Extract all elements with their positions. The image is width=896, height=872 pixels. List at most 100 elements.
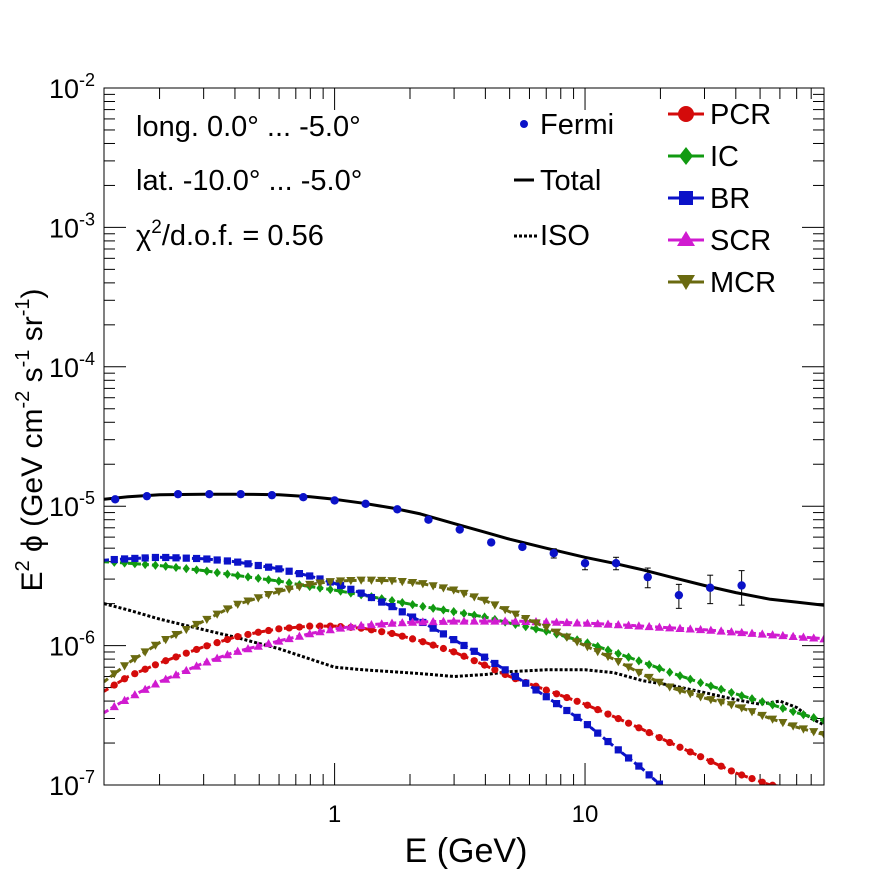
series-pcr-point	[182, 649, 190, 657]
series-scr-point	[263, 638, 274, 648]
series-pcr-point	[223, 635, 232, 644]
series-pcr-point	[450, 648, 458, 656]
series-scr-point	[243, 644, 253, 653]
series-mcr-point	[510, 610, 521, 619]
series-br-point	[635, 762, 643, 770]
series-pcr-point	[234, 632, 242, 641]
series-iso	[104, 602, 824, 727]
series-mcr-point	[119, 662, 130, 671]
series-ic-point	[336, 586, 345, 596]
series-br-point	[655, 780, 664, 785]
series-mcr-point	[562, 633, 572, 642]
series-ic-point	[789, 706, 797, 717]
series-pcr-point	[583, 701, 592, 709]
series-scr-point	[161, 674, 171, 683]
series-ic-point	[696, 678, 705, 688]
fermi-point	[330, 496, 339, 505]
y-axis-label: E2 ϕ (GeV cm-2 s-1 sr-1)	[12, 288, 49, 591]
series-ic-point	[810, 712, 818, 723]
series-mcr-point	[819, 730, 824, 740]
series-br-point	[511, 672, 520, 681]
series-scr-point	[191, 661, 202, 670]
series-mcr-point	[551, 628, 562, 637]
series-scr-point	[335, 623, 346, 632]
series-pcr-point	[480, 661, 489, 669]
series-ic-point	[182, 564, 190, 574]
series-pcr-point	[141, 665, 149, 673]
series-scr-point	[181, 665, 191, 675]
series-scr-point	[150, 679, 161, 688]
series-br-point	[151, 553, 160, 562]
series-ic-point	[666, 667, 674, 677]
series-mcr-point	[253, 594, 263, 603]
plot-frame	[103, 87, 825, 786]
series-pcr	[104, 622, 781, 785]
series-br-point	[491, 659, 499, 668]
fermi-point	[205, 489, 214, 499]
series-br-point	[398, 608, 406, 616]
series-scr-point	[798, 632, 809, 641]
series-pcr-point	[254, 628, 262, 636]
series-scr-point	[130, 690, 140, 699]
series-scr-line	[104, 619, 824, 714]
fermi-point	[674, 590, 684, 600]
series-scr-point	[109, 701, 119, 711]
annotation-latitude: lat. -10.0° ... -5.0°	[136, 165, 362, 197]
series-pcr-point	[666, 738, 674, 747]
series-mcr-point	[171, 630, 181, 640]
series-mcr-point	[675, 686, 685, 696]
series-mcr-point	[284, 585, 294, 594]
series-scr-point	[305, 629, 315, 638]
series-br-point	[439, 630, 448, 638]
series-scr-point	[140, 684, 150, 693]
series-pcr-point	[758, 778, 766, 785]
series-br-point	[141, 554, 149, 562]
series-br-point	[285, 567, 293, 575]
series-mcr-point	[500, 606, 510, 615]
y-tick-label: 10-3	[49, 209, 95, 243]
series-pcr-point	[707, 757, 715, 766]
series-scr-point	[541, 617, 551, 626]
fermi-point	[361, 499, 370, 509]
series-ic-point	[203, 566, 211, 576]
series-scr-point	[469, 616, 479, 625]
series-br-point	[264, 563, 273, 571]
series-br-point	[131, 554, 139, 563]
series-pcr-point	[151, 661, 160, 669]
series-scr-point	[747, 628, 757, 637]
series-br-point	[645, 771, 653, 779]
series-scr-point	[644, 621, 654, 631]
series-br-point	[480, 653, 489, 661]
series-br-point	[172, 554, 180, 562]
series-ic-point	[748, 694, 756, 704]
series-pcr-point	[655, 733, 664, 742]
series-pcr-point	[696, 753, 705, 761]
series-mcr-point	[243, 597, 253, 606]
series-scr-point	[695, 624, 706, 634]
series-scr-point	[654, 622, 665, 631]
series-mcr-point	[335, 577, 346, 586]
series-scr-point	[356, 620, 366, 630]
series-pcr-point	[306, 622, 314, 630]
series-scr-point	[274, 636, 284, 645]
series-ic-point	[162, 561, 170, 571]
series-mcr-point	[407, 578, 418, 588]
series-br-point	[234, 558, 242, 566]
fermi-point	[611, 559, 621, 568]
series-mcr-point	[140, 648, 150, 657]
series-ic-point	[450, 607, 458, 617]
series-ic-point	[604, 645, 612, 655]
series-scr-point	[407, 617, 418, 626]
series-scr-point	[202, 657, 212, 666]
series-scr-point	[788, 631, 798, 640]
fermi-point	[486, 538, 496, 547]
y-tick-label: 10-4	[49, 349, 95, 383]
series-mcr-point	[654, 678, 665, 687]
legend-br-label: BR	[710, 183, 750, 215]
fermi-points	[110, 489, 746, 609]
series-pcr-point	[316, 622, 324, 630]
fermi-point	[110, 495, 120, 504]
series-ic-point	[676, 671, 684, 681]
series-pcr-point	[614, 715, 622, 723]
series-ic-point	[717, 684, 725, 694]
